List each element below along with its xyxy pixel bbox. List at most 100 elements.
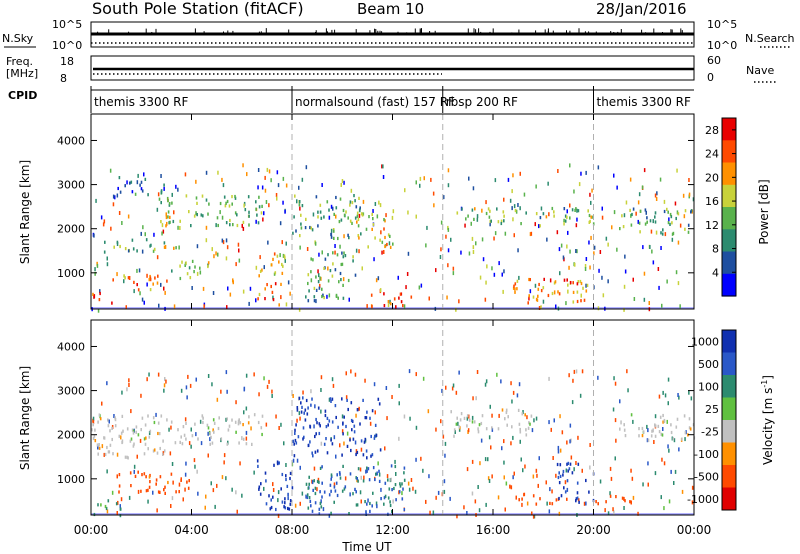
scatter-cell	[558, 496, 560, 501]
speckle	[491, 427, 494, 432]
scatter-cell	[157, 431, 159, 436]
speckle	[549, 278, 552, 283]
speckle	[477, 485, 479, 489]
speckle	[484, 382, 487, 387]
speckle	[378, 200, 380, 205]
speckle	[442, 434, 445, 439]
scatter-cell	[165, 224, 167, 228]
scatter-cell	[136, 249, 138, 253]
scatter-cell	[237, 419, 240, 423]
scatter-cell	[539, 216, 542, 220]
scatter-cell	[325, 425, 328, 429]
scatter-cell	[567, 283, 569, 287]
scatter-cell	[549, 501, 551, 505]
scatter-cell	[141, 189, 144, 193]
scatter-cell	[167, 210, 170, 214]
scatter-cell	[129, 181, 131, 185]
scatter-cell	[371, 227, 373, 231]
speckle	[374, 202, 377, 206]
speckle	[404, 188, 406, 193]
scatter-cell	[356, 211, 359, 215]
speckle	[471, 415, 474, 420]
scatter-cell	[132, 247, 135, 251]
scatter-cell	[294, 194, 296, 198]
speckle	[350, 188, 353, 193]
scatter-cell	[218, 416, 220, 420]
scatter-cell	[619, 227, 621, 231]
scatter-cell	[191, 434, 194, 438]
speckle	[207, 431, 209, 436]
scatter-cell	[143, 452, 146, 456]
scatter-cell	[351, 419, 354, 423]
speckle	[379, 288, 382, 293]
speckle	[440, 220, 443, 225]
speckle	[560, 243, 563, 248]
scatter-cell	[368, 215, 370, 219]
speckle	[185, 461, 187, 466]
scatter-cell	[129, 439, 132, 443]
scatter-cell	[667, 221, 670, 225]
scatter-cell	[663, 209, 666, 214]
scatter-cell	[111, 301, 113, 305]
speckle	[466, 467, 469, 472]
scatter-cell	[302, 396, 304, 400]
speckle	[156, 255, 159, 260]
speckle	[408, 369, 411, 374]
scatter-cell	[658, 430, 661, 434]
speckle	[518, 382, 521, 387]
scatter-cell	[145, 436, 147, 440]
speckle	[555, 304, 557, 309]
scatter-cell	[387, 233, 390, 237]
speckle	[484, 457, 487, 462]
scatter-cell	[477, 430, 480, 434]
speckle	[447, 227, 450, 232]
scatter-cell	[98, 298, 101, 302]
scatter-cell	[317, 224, 319, 228]
speckle	[320, 409, 322, 414]
scatter-cell	[265, 479, 267, 483]
scatter-cell	[654, 424, 657, 428]
scatter-cell	[553, 210, 555, 214]
scatter-cell	[394, 483, 397, 487]
scatter-cell	[477, 427, 479, 431]
scatter-cell	[261, 432, 263, 437]
scatter-cell	[583, 298, 586, 302]
scatter-cell	[356, 214, 359, 218]
speckle	[257, 185, 259, 190]
speckle	[656, 191, 658, 196]
scatter-cell	[343, 251, 345, 255]
scatter-cell	[103, 250, 106, 254]
x-tick-label: 12:00	[375, 523, 410, 537]
speckle	[239, 461, 241, 466]
scatter-cell	[132, 431, 135, 435]
scatter-cell	[384, 235, 386, 240]
scatter-cell	[651, 429, 653, 433]
speckle	[472, 250, 475, 254]
speckle	[662, 390, 664, 395]
scatter-cell	[478, 423, 481, 427]
scatter-cell	[136, 283, 138, 287]
speckle	[130, 409, 132, 414]
scatter-cell	[97, 452, 99, 456]
speckle	[507, 177, 510, 182]
speckle	[605, 236, 608, 241]
scatter-cell	[372, 217, 374, 221]
scatter-cell	[523, 493, 525, 497]
speckle	[191, 286, 193, 290]
scatter-cell	[247, 195, 250, 199]
scatter-cell	[646, 220, 648, 224]
speckle	[226, 389, 228, 394]
scatter-cell	[577, 209, 580, 213]
speckle	[120, 435, 122, 440]
speckle	[533, 514, 536, 519]
speckle	[458, 299, 460, 304]
scatter-cell	[623, 423, 625, 427]
speckle	[517, 248, 519, 253]
speckle	[101, 444, 104, 449]
speckle	[250, 426, 252, 431]
scatter-cell	[370, 293, 373, 297]
speckle	[310, 389, 312, 394]
scatter-cell	[459, 418, 462, 422]
speckle	[241, 493, 243, 498]
speckle	[519, 439, 521, 444]
